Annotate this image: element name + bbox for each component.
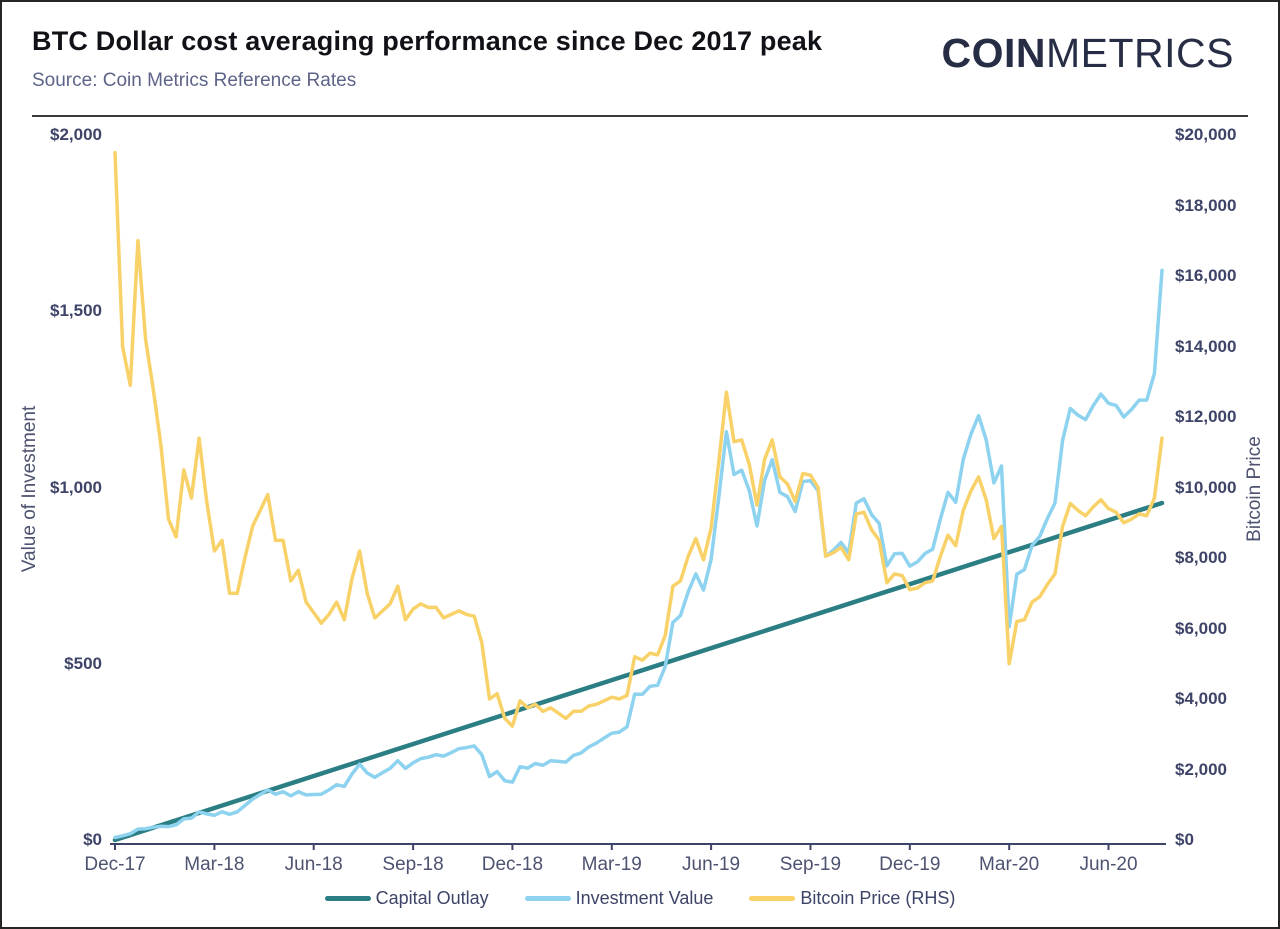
right-axis-tick-label: $2,000 (1175, 759, 1227, 779)
x-tick-label: Dec-19 (879, 854, 941, 875)
coinmetrics-logo: COINMETRICS (942, 30, 1235, 77)
x-tick-label: Jun-18 (284, 854, 343, 875)
x-tick-label: Mar-20 (979, 854, 1040, 875)
logo-coin-text: COIN (941, 30, 1046, 76)
legend-item: Investment Value (524, 888, 714, 909)
right-axis-tick-label: $4,000 (1175, 689, 1227, 708)
capital-outlay-line (112, 500, 1165, 843)
left-axis-tick-label: $1,500 (50, 301, 102, 321)
bitcoin-price-line (113, 150, 1164, 728)
source-label: Source: Coin Metrics Reference Rates (32, 70, 357, 91)
legend-swatch (524, 896, 571, 901)
x-tick-label: Mar-18 (184, 854, 245, 875)
x-tick-label: Dec-18 (481, 854, 544, 875)
investment-value-line (113, 268, 1164, 840)
page-title: BTC Dollar cost averaging performance si… (32, 26, 823, 56)
right-axis-tick-label: $14,000 (1175, 336, 1237, 356)
legend-label: Capital Outlay (375, 888, 489, 908)
legend-swatch (324, 896, 371, 901)
right-axis-tick-label: $12,000 (1175, 407, 1237, 426)
legend-swatch (749, 896, 796, 901)
title-separator-line (32, 115, 1248, 117)
left-axis-tick-label: $0 (83, 830, 102, 849)
x-tick-label: Jun-20 (1079, 854, 1138, 875)
right-axis-tick-label: $0 (1175, 830, 1194, 849)
right-axis-tick-label: $16,000 (1175, 266, 1237, 285)
chart-legend: Capital Outlay Investment Value Bitcoin Pr… (2, 888, 1278, 909)
left-axis-tick-label: $2,000 (50, 125, 102, 144)
x-tick-label: Jun-19 (682, 854, 741, 875)
left-axis-tick-label: $1,000 (50, 477, 102, 497)
legend-item: Capital Outlay (324, 888, 489, 909)
legend-item: Bitcoin Price (RHS) (749, 888, 955, 909)
legend-label: Bitcoin Price (RHS) (800, 888, 956, 908)
right-axis-tick-label: $8,000 (1175, 548, 1227, 567)
legend-label: Investment Value (575, 888, 714, 908)
logo-metrics-text: METRICS (1046, 30, 1234, 76)
right-axis-tick-label: $20,000 (1175, 125, 1237, 144)
right-axis-tick-label: $18,000 (1175, 195, 1237, 215)
x-tick-label: Sep-18 (382, 854, 444, 875)
x-tick-label: Mar-19 (581, 854, 642, 875)
right-axis-tick-label: $10,000 (1175, 477, 1237, 497)
left-axis-tick-label: $500 (64, 653, 102, 673)
x-tick-label: Sep-19 (779, 854, 842, 875)
x-tick-label: Dec-17 (84, 854, 146, 875)
right-axis-tick-label: $6,000 (1175, 618, 1227, 638)
